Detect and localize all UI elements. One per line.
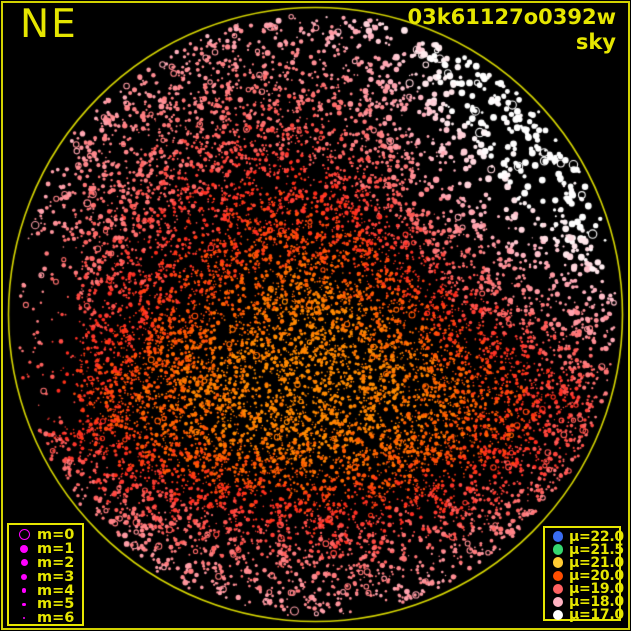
mu-color-dot-icon [547, 570, 569, 582]
legend-item: μ=17.0 [547, 607, 624, 623]
magnitude-dot-icon [11, 529, 37, 541]
legend-item: m=5 [11, 596, 82, 613]
legend-item: μ=18.0 [547, 594, 624, 610]
legend-label: m=0 [37, 526, 75, 543]
legend-label: μ=21.0 [569, 554, 624, 571]
legend-label: m=4 [37, 582, 75, 599]
plot-title: 03k61127o0392w [407, 5, 616, 29]
legend-item: m=0 [11, 526, 82, 543]
legend-item: μ=22.0 [547, 529, 624, 545]
legend-label: m=6 [37, 610, 75, 627]
mu-color-dot-icon [547, 596, 569, 608]
magnitude-dot-icon [11, 559, 37, 567]
legend-label: m=5 [37, 596, 75, 613]
legend-item: m=4 [11, 582, 82, 599]
mu-color-dot-icon [547, 609, 569, 621]
magnitude-dot-icon [11, 602, 37, 607]
legend-label: μ=21.5 [569, 541, 624, 558]
magnitude-dot-icon [11, 588, 37, 593]
mu-color-dot-icon [547, 557, 569, 568]
legend-label: m=1 [37, 540, 75, 557]
legend-label: μ=20.0 [569, 567, 624, 584]
legend-label: μ=22.0 [569, 528, 624, 545]
quadrant-label: NE [20, 2, 78, 47]
legend-item: m=3 [11, 568, 82, 585]
magnitude-dot-icon [11, 573, 37, 580]
surface-brightness-legend: μ=22.0 μ=21.5 μ=21.0 μ=20.0 μ=19.0 μ=18.… [543, 526, 624, 623]
magnitude-size-legend: m=0 m=1 m=2 m=3 m=4 m=5 m=6 [7, 523, 84, 626]
legend-label: m=2 [37, 554, 75, 571]
legend-item: m=6 [11, 610, 82, 627]
plot-subtitle: sky [575, 30, 616, 54]
magnitude-dot-icon [11, 617, 37, 620]
legend-item: μ=19.0 [547, 581, 624, 597]
legend-label: μ=18.0 [569, 594, 624, 611]
legend-item: μ=21.0 [547, 555, 624, 571]
magnitude-dot-icon [11, 544, 37, 553]
legend-label: m=3 [37, 568, 75, 585]
mu-color-dot-icon [547, 531, 569, 542]
title-block: 03k61127o0392w sky [407, 5, 616, 55]
legend-label: μ=17.0 [569, 607, 624, 624]
legend-item: μ=20.0 [547, 568, 624, 584]
legend-item: μ=21.5 [547, 542, 624, 558]
legend-label: μ=19.0 [569, 580, 624, 597]
legend-item: m=1 [11, 540, 82, 557]
mu-color-dot-icon [547, 544, 569, 555]
legend-item: m=2 [11, 554, 82, 571]
mu-color-dot-icon [547, 583, 569, 595]
